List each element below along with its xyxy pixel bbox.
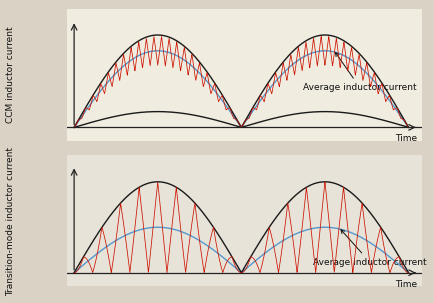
Text: Time: Time (394, 280, 416, 289)
Text: CCM inductor current: CCM inductor current (7, 26, 15, 122)
Text: Time: Time (394, 134, 416, 143)
Text: Transition-mode inductor current: Transition-mode inductor current (7, 147, 15, 296)
Text: Average inductor current: Average inductor current (312, 230, 426, 267)
Text: Average inductor current: Average inductor current (302, 53, 416, 92)
